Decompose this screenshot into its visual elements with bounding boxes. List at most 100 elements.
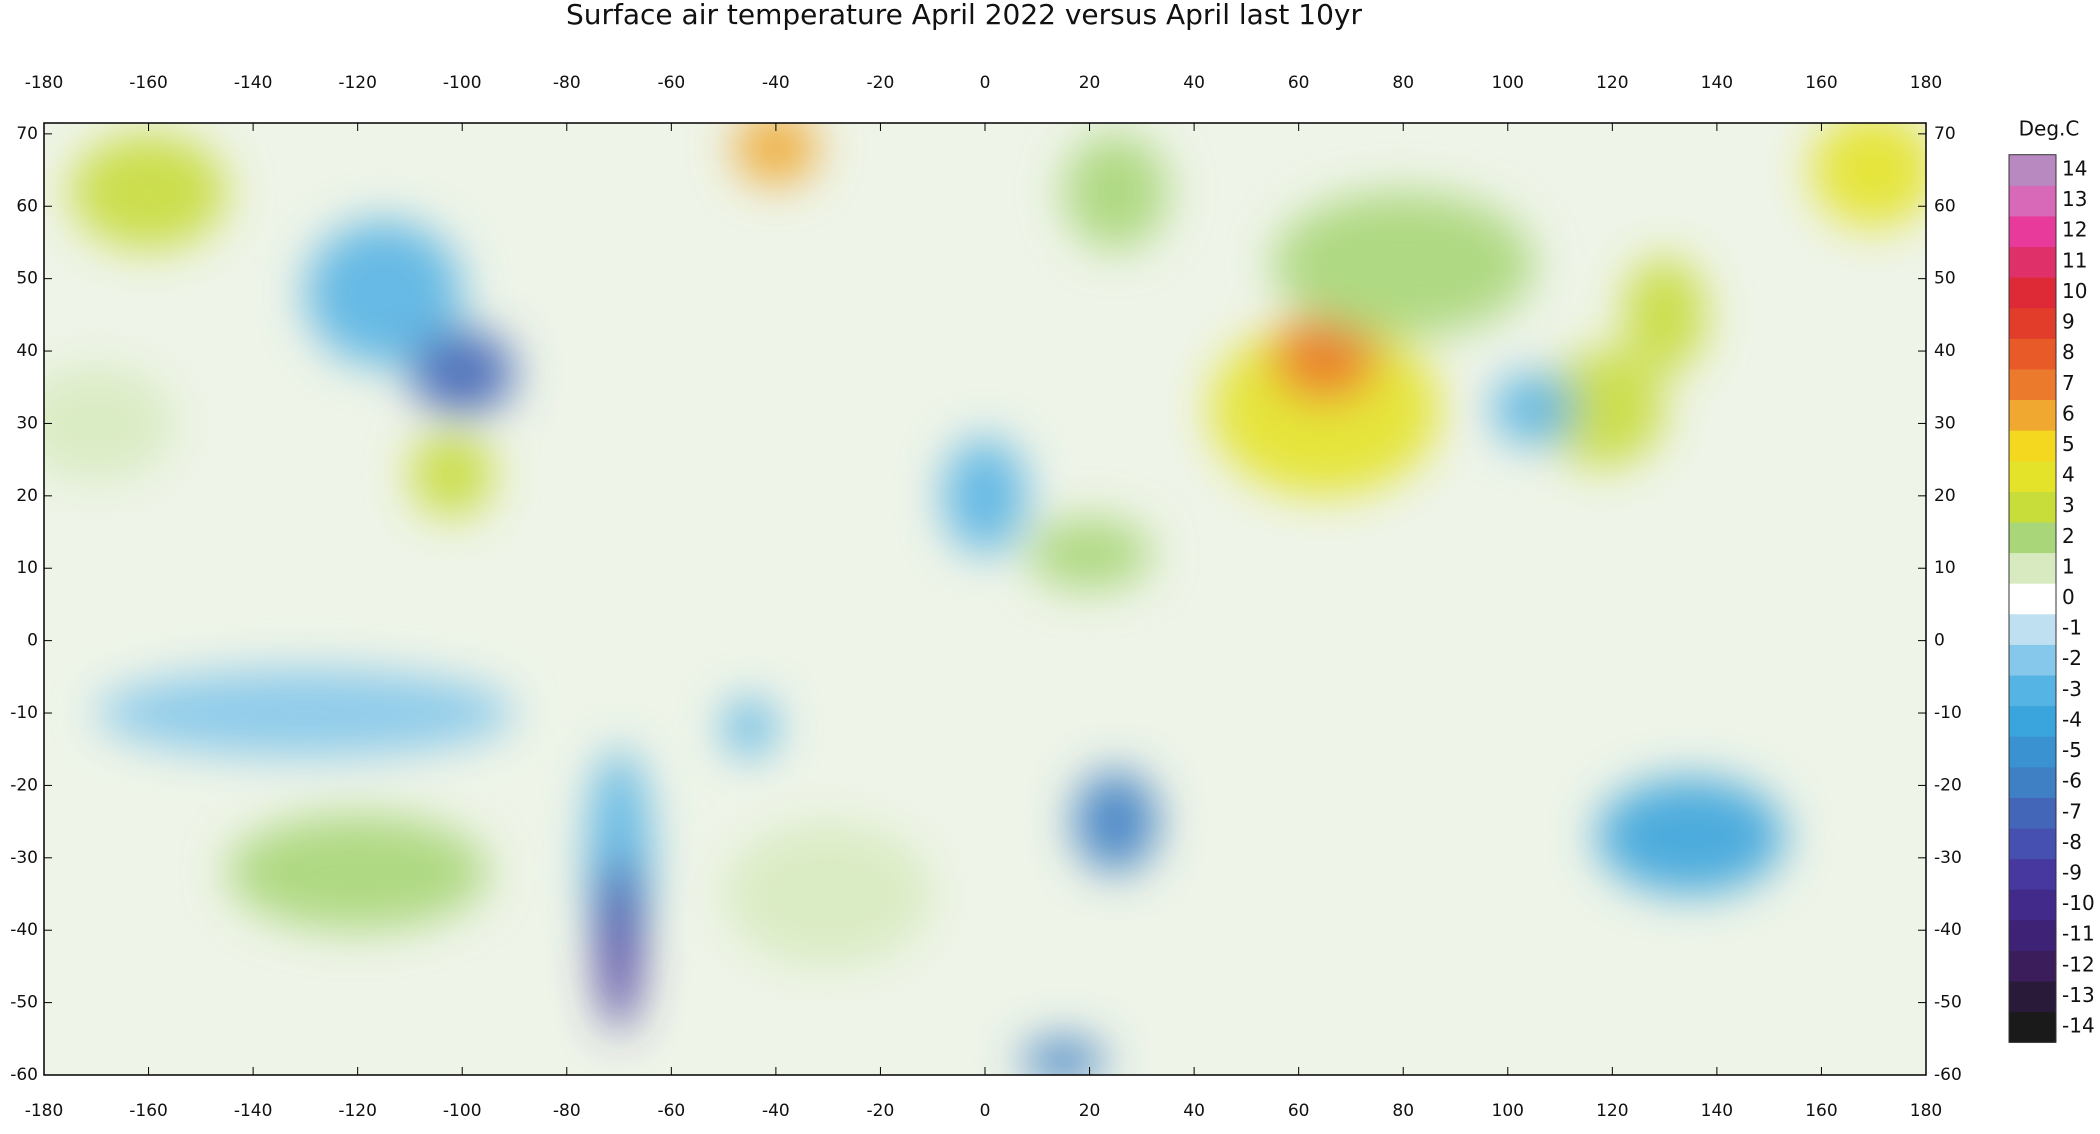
- anomaly-blob: [1021, 1038, 1106, 1075]
- anomaly-blob: [70, 133, 227, 250]
- colorbar-swatch: [2009, 552, 2056, 584]
- colorbar-swatch: [2009, 858, 2056, 890]
- y-tick-label-right: -50: [1934, 993, 1962, 1013]
- x-tick-label-top: -120: [338, 73, 377, 93]
- colorbar-swatch: [2009, 521, 2056, 554]
- colorbar-tick-label: -8: [2062, 830, 2082, 854]
- x-tick-label-bottom: 140: [1701, 1101, 1733, 1121]
- colorbar-swatch: [2009, 583, 2056, 615]
- colorbar-tick-label: 14: [2062, 157, 2087, 181]
- y-tick-label-left: -10: [10, 703, 38, 723]
- y-tick-label-right: 70: [1934, 124, 1956, 144]
- y-tick-label-right: -40: [1934, 920, 1962, 940]
- colorbar-tick-label: -12: [2062, 952, 2095, 976]
- colorbar-tick-label: -2: [2062, 646, 2082, 670]
- colorbar-tick-label: -1: [2062, 616, 2082, 640]
- anomaly-blob: [1272, 314, 1378, 402]
- anomaly-blob: [598, 857, 640, 1032]
- y-tick-label-right: 10: [1934, 558, 1956, 578]
- anomaly-blob: [44, 365, 175, 482]
- y-tick-label-left: 20: [16, 486, 38, 506]
- y-tick-label-right: 60: [1934, 196, 1956, 216]
- anomaly-blob: [1622, 256, 1707, 373]
- anomaly-blob: [409, 329, 515, 417]
- x-tick-label-top: -20: [867, 73, 895, 93]
- colorbar-label: Deg.C: [2019, 117, 2080, 141]
- x-tick-label-top: -100: [443, 73, 482, 93]
- x-tick-label-top: -140: [234, 73, 273, 93]
- x-tick-label-bottom: 100: [1492, 1101, 1524, 1121]
- x-tick-label-bottom: -60: [657, 1101, 685, 1121]
- colorbar-tick-label: -5: [2062, 738, 2082, 762]
- y-tick-label-left: -30: [10, 848, 38, 868]
- y-tick-label-right: -60: [1934, 1065, 1962, 1085]
- colorbar-swatch: [2009, 766, 2056, 798]
- y-tick-label-right: 20: [1934, 486, 1956, 506]
- x-tick-label-top: 40: [1183, 73, 1205, 93]
- colorbar-tick-label: 7: [2062, 371, 2075, 395]
- y-tick-label-right: -30: [1934, 848, 1962, 868]
- colorbar-swatch: [2009, 889, 2056, 921]
- x-tick-label-bottom: 180: [1910, 1101, 1942, 1121]
- colorbar-tick-label: -6: [2062, 769, 2082, 793]
- x-tick-label-top: -40: [762, 73, 790, 93]
- anomaly-blob: [1209, 322, 1440, 496]
- x-tick-label-bottom: 160: [1805, 1101, 1837, 1121]
- x-tick-label-bottom: 80: [1392, 1101, 1414, 1121]
- x-tick-label-bottom: 40: [1183, 1101, 1205, 1121]
- x-tick-label-bottom: -80: [553, 1101, 581, 1121]
- colorbar-tick-label: -10: [2062, 891, 2095, 915]
- y-tick-label-right: 0: [1934, 631, 1945, 651]
- x-tick-label-bottom: 20: [1079, 1101, 1101, 1121]
- colorbar-swatch: [2009, 705, 2056, 737]
- colorbar-swatch: [2009, 675, 2056, 707]
- colorbar-swatch: [2009, 154, 2056, 186]
- x-tick-label-top: 160: [1805, 73, 1837, 93]
- colorbar-tick-label: -11: [2062, 922, 2095, 946]
- colorbar-swatch: [2009, 828, 2056, 860]
- colorbar-swatch: [2009, 430, 2056, 462]
- x-tick-label-bottom: 60: [1288, 1101, 1310, 1121]
- colorbar-swatch: [2009, 797, 2056, 829]
- colorbar-tick-label: -14: [2062, 1014, 2095, 1038]
- y-tick-label-left: 60: [16, 196, 38, 216]
- colorbar-tick-label: 2: [2062, 524, 2075, 548]
- y-tick-label-left: 0: [27, 631, 38, 651]
- colorbar-swatch: [2009, 950, 2056, 982]
- anomaly-blob: [409, 430, 494, 518]
- y-tick-label-right: 40: [1934, 341, 1956, 361]
- colorbar-tick-label: 8: [2062, 340, 2075, 364]
- colorbar-tick-label: -4: [2062, 707, 2082, 731]
- x-tick-label-top: -80: [553, 73, 581, 93]
- colorbar-frame: [2008, 154, 2057, 1043]
- anomaly-blob: [1272, 191, 1534, 337]
- colorbar-tick-label: 10: [2062, 279, 2087, 303]
- colorbar-tick-label: 6: [2062, 401, 2075, 425]
- colorbar-tick-label: 12: [2062, 218, 2087, 242]
- y-tick-label-left: -40: [10, 920, 38, 940]
- colorbar-swatch: [2009, 919, 2056, 951]
- colorbar-tick-label: 13: [2062, 187, 2087, 211]
- y-tick-label-right: -20: [1934, 775, 1962, 795]
- x-tick-label-top: 80: [1392, 73, 1414, 93]
- colorbar-swatch: [2009, 307, 2056, 339]
- x-tick-label-bottom: 0: [980, 1101, 991, 1121]
- y-tick-label-left: -50: [10, 993, 38, 1013]
- x-tick-label-top: 100: [1492, 73, 1524, 93]
- x-tick-label-bottom: 120: [1596, 1101, 1628, 1121]
- y-tick-label-left: 40: [16, 341, 38, 361]
- y-tick-label-left: 70: [16, 124, 38, 144]
- anomaly-blob: [1492, 372, 1576, 446]
- anomaly-blob: [1073, 770, 1158, 873]
- anomaly-blob: [943, 437, 1027, 554]
- x-tick-label-bottom: -160: [129, 1101, 168, 1121]
- colorbar-swatch: [2009, 399, 2056, 431]
- colorbar-tick-label: 3: [2062, 493, 2075, 517]
- x-tick-label-top: 0: [980, 73, 991, 93]
- x-tick-label-top: -160: [129, 73, 168, 93]
- x-tick-label-top: 120: [1596, 73, 1628, 93]
- x-tick-label-bottom: -40: [762, 1101, 790, 1121]
- x-tick-label-bottom: -20: [867, 1101, 895, 1121]
- x-tick-label-top: 20: [1079, 73, 1101, 93]
